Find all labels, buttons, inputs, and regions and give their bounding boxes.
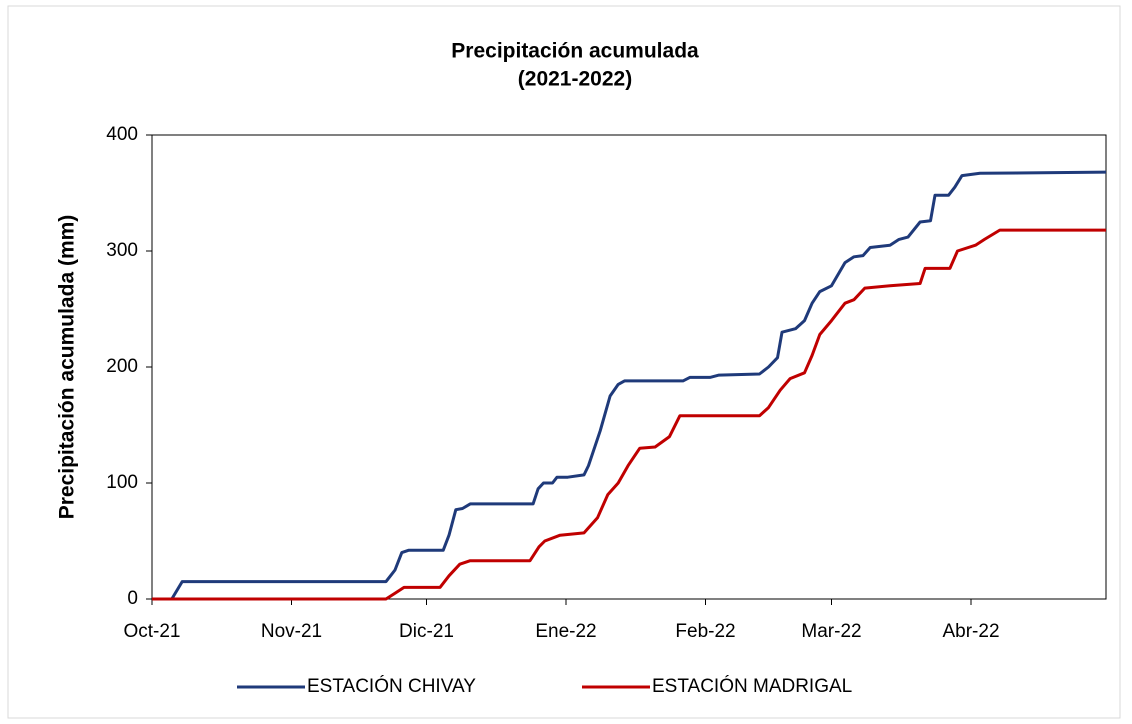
chart-subtitle: (2021-2022) xyxy=(518,68,632,91)
y-axis-label: Precipitación acumulada (mm) xyxy=(56,215,79,520)
x-tick-label: Mar-22 xyxy=(801,621,861,642)
x-tick-label: Feb-22 xyxy=(675,621,735,642)
y-tick-label: 300 xyxy=(106,240,138,261)
legend-label: ESTACIÓN CHIVAY xyxy=(307,675,476,697)
x-tick-label: Oct-21 xyxy=(123,621,180,642)
x-tick-label: Dic-21 xyxy=(399,621,454,642)
data-line xyxy=(152,170,1107,601)
x-tick-label: Nov-21 xyxy=(261,621,322,642)
y-tick-label: 200 xyxy=(106,356,138,377)
y-tick-label: 400 xyxy=(106,124,138,145)
x-tick-label: Abr-22 xyxy=(942,621,999,642)
x-tick-label: Ene-22 xyxy=(535,621,596,642)
legend-label: ESTACIÓN MADRIGAL xyxy=(652,675,852,697)
chart-title: Precipitación acumulada xyxy=(451,40,699,63)
data-line xyxy=(152,228,1106,601)
y-tick-label: 0 xyxy=(127,588,138,609)
y-tick-label: 100 xyxy=(106,472,138,493)
chart-frame xyxy=(7,5,1121,719)
